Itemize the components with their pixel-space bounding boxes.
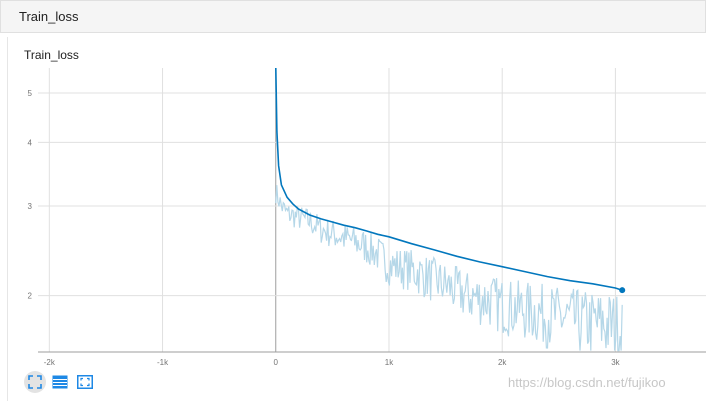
smoothed-line [275,67,623,291]
raw-series [275,185,623,352]
x-tick-label: 2k [498,358,507,367]
watermark: https://blog.csdn.net/fujikoo [508,375,666,390]
data-table-button[interactable] [49,371,71,393]
y-tick-label: 5 [28,89,33,98]
x-tick-label: 0 [274,358,279,367]
y-tick-label: 2 [28,292,33,301]
y-tick-label: 3 [28,202,33,211]
chart-grid [38,68,706,352]
x-tick-label: -2k [44,358,56,367]
raw-line [275,185,623,352]
fit-domain-icon [28,375,42,389]
chart-toolbar [24,371,96,393]
header-title: Train_loss [19,9,79,24]
x-tick-label: 3k [611,358,620,367]
x-tick-label: -1k [157,358,169,367]
card-header[interactable]: Train_loss [0,0,706,33]
smoothed-series [275,67,626,294]
y-tick-label: 4 [28,138,33,147]
fit-domain-button[interactable] [24,371,46,393]
last-point-marker[interactable] [619,287,626,294]
fullscreen-button[interactable] [74,371,96,393]
chart-ticks: -2k -1k 0 1k 2k 3k 2 3 4 5 [28,89,621,367]
data-table-icon [52,375,68,389]
chart-title: Train_loss [24,48,79,62]
x-tick-label: 1k [385,358,394,367]
toggle-fullscreen-icon [77,375,93,389]
